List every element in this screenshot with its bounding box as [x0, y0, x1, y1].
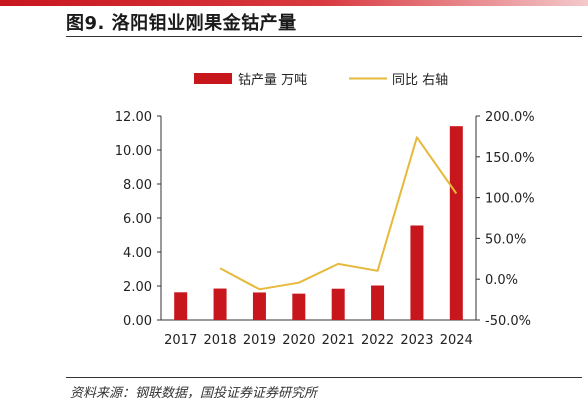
bar-2019 — [252, 292, 266, 320]
x-tick-label: 2019 — [243, 333, 276, 348]
x-tick-label: 2022 — [361, 333, 394, 348]
legend-swatch-bar — [194, 73, 232, 84]
bar-2017 — [174, 292, 188, 320]
bar-series — [174, 126, 463, 320]
left-tick-label: 12.00 — [115, 110, 152, 125]
x-tick-label: 2023 — [400, 333, 433, 348]
title-divider — [66, 36, 582, 37]
left-tick-label: 4.00 — [123, 246, 152, 261]
bar-2022 — [371, 285, 385, 320]
legend-label-bar: 钴产量 万吨 — [238, 73, 307, 88]
x-tick-label: 2017 — [164, 333, 197, 348]
right-tick-label: 50.0% — [485, 232, 526, 247]
bar-2023 — [410, 225, 424, 320]
legend-label-line: 同比 右轴 — [392, 73, 448, 88]
right-tick-label: 200.0% — [485, 110, 535, 125]
bar-2020 — [292, 293, 306, 320]
source-note: 资料来源：钢联数据，国投证券证券研究所 — [70, 386, 318, 401]
right-tick-label: 100.0% — [485, 192, 535, 207]
bar-2018 — [213, 288, 227, 320]
left-tick-label: 0.00 — [123, 314, 152, 329]
chart-axes: 0.00 2.00 4.00 6.00 8.00 10.00 12.00 -50.0% 0.0%… — [115, 110, 535, 329]
figure-title: 图9. 洛阳钼业刚果金钴产量 — [66, 13, 297, 34]
left-tick-label: 2.00 — [123, 280, 152, 295]
source-divider — [66, 377, 582, 378]
left-tick-label: 8.00 — [123, 178, 152, 193]
chart-legend: 钴产量 万吨 同比 右轴 — [194, 73, 448, 88]
top-accent-band — [0, 0, 588, 6]
x-tick-label: 2024 — [440, 333, 473, 348]
x-tick-label: 2020 — [282, 333, 315, 348]
x-tick-label: 2018 — [204, 333, 237, 348]
yoy-line — [219, 136, 458, 291]
bar-2021 — [331, 288, 345, 320]
bar-2024 — [449, 126, 463, 320]
left-tick-label: 6.00 — [123, 212, 152, 227]
line-series — [219, 136, 458, 291]
left-tick-label: 10.00 — [115, 144, 152, 159]
right-tick-label: -50.0% — [485, 314, 531, 329]
x-tick-label: 2021 — [322, 333, 355, 348]
right-tick-label: 150.0% — [485, 151, 535, 166]
right-tick-label: 0.0% — [485, 273, 518, 288]
x-axis-labels: 2017 2018 2019 2020 2021 2022 2023 2024 — [164, 333, 473, 348]
